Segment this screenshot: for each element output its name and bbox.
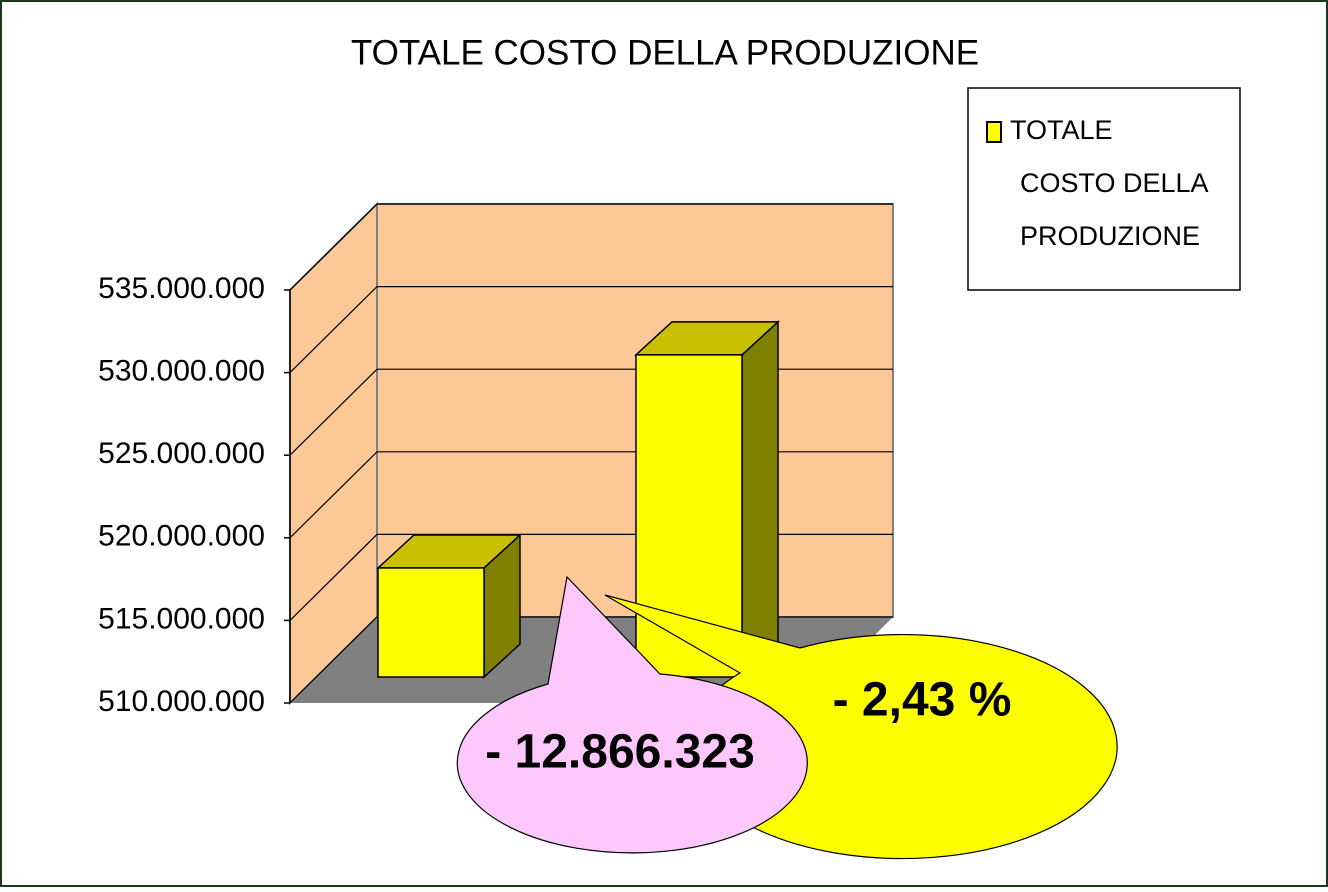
- callout-text: - 12.866.323: [485, 726, 755, 779]
- y-tick-label: 525.000.000: [98, 437, 265, 470]
- y-tick-label: 515.000.000: [98, 602, 265, 635]
- bar-side: [741, 320, 779, 679]
- chart-title: TOTALE COSTO DELLA PRODUZIONE: [351, 33, 979, 72]
- y-tick-label: 530.000.000: [98, 355, 265, 388]
- callout-bubble: [456, 575, 808, 854]
- y-tick-label: 535.000.000: [98, 272, 265, 305]
- grid-line: [289, 203, 893, 291]
- grid-line: [289, 286, 893, 374]
- callout-text: - 2,43 %: [833, 674, 1012, 727]
- legend-label: TOTALE COSTO DELLA PRODUZIONE: [1010, 115, 1209, 251]
- legend: [967, 87, 1241, 291]
- left-wall: [289, 201, 378, 706]
- y-tick-label: 510.000.000: [98, 685, 265, 718]
- legend-swatch: [986, 121, 1002, 143]
- y-tick-label: 520.000.000: [98, 520, 265, 553]
- bar: [377, 567, 485, 678]
